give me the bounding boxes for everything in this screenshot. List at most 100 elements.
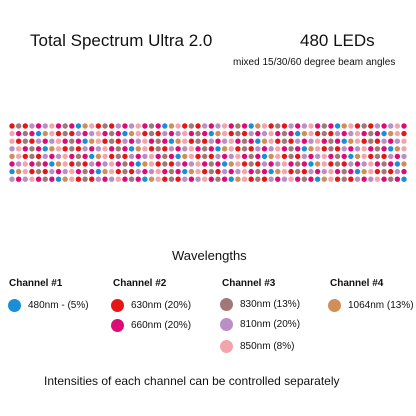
led-dot	[35, 130, 42, 137]
led-dot	[108, 168, 115, 175]
led-dot	[175, 153, 181, 160]
led-dot	[95, 146, 102, 152]
led-dot	[162, 123, 168, 129]
led-dot	[82, 123, 88, 129]
led-dot	[142, 130, 148, 137]
led-dot	[62, 176, 68, 182]
led-dot	[361, 138, 367, 144]
led-dot	[75, 130, 82, 137]
led-dot	[9, 176, 15, 182]
led-dot	[142, 146, 148, 152]
led-dot	[155, 176, 161, 182]
led-dot	[35, 146, 42, 152]
led-dot	[388, 168, 394, 175]
led-dot	[334, 153, 341, 160]
led-dot	[148, 153, 155, 160]
led-dot	[122, 153, 128, 160]
led-dot	[255, 138, 261, 144]
led-dot	[128, 130, 135, 137]
led-dot	[162, 130, 168, 137]
led-dot	[122, 123, 128, 129]
led-dot	[35, 176, 42, 182]
led-dot	[255, 146, 261, 152]
led-dot	[75, 138, 82, 144]
led-dot	[82, 153, 88, 160]
led-dot	[228, 176, 234, 182]
led-dot	[374, 161, 381, 167]
led-dot	[221, 130, 228, 137]
led-dot	[108, 161, 115, 167]
led-dot	[175, 130, 181, 137]
led-dot	[29, 161, 35, 167]
led-dot	[89, 138, 95, 144]
led-dot	[388, 138, 394, 144]
led-dot	[115, 130, 122, 137]
led-dot	[142, 176, 148, 182]
led-dot	[268, 130, 274, 137]
led-dot	[341, 168, 347, 175]
led-dot	[201, 138, 208, 144]
led-dot	[102, 146, 108, 152]
led-dot	[241, 123, 248, 129]
led-dot	[55, 123, 62, 129]
led-dot	[182, 138, 188, 144]
led-dot	[135, 161, 141, 167]
led-dot	[62, 146, 68, 152]
led-dot	[175, 168, 181, 175]
led-dot	[381, 138, 387, 144]
led-dot	[208, 146, 215, 152]
led-dot	[108, 176, 115, 182]
led-dot	[75, 123, 82, 129]
led-dot	[368, 138, 374, 144]
led-dot	[75, 153, 82, 160]
led-dot	[15, 123, 22, 129]
led-dot	[281, 130, 288, 137]
led-dot	[354, 161, 361, 167]
led-dot	[49, 146, 55, 152]
led-dot	[255, 123, 261, 129]
led-dot	[22, 153, 28, 160]
led-dot	[281, 123, 288, 129]
led-dot	[301, 176, 308, 182]
led-dot	[328, 123, 334, 129]
led-dot	[374, 130, 381, 137]
led-dot	[328, 168, 334, 175]
wavelength-label: 660nm (20%)	[131, 320, 192, 331]
led-dot	[248, 153, 254, 160]
led-dot	[341, 161, 347, 167]
led-dot	[215, 130, 221, 137]
led-dot	[95, 130, 102, 137]
led-dot	[308, 168, 314, 175]
led-dot	[128, 153, 135, 160]
led-dot	[201, 123, 208, 129]
led-dot	[348, 161, 354, 167]
led-dot	[388, 123, 394, 129]
led-dot	[314, 168, 321, 175]
led-dot	[82, 168, 88, 175]
led-color-swatch	[220, 318, 233, 331]
led-dot	[135, 138, 141, 144]
led-dot	[401, 130, 407, 137]
led-dot	[314, 176, 321, 182]
led-dot	[241, 168, 248, 175]
led-dot	[261, 153, 268, 160]
led-dot	[401, 161, 407, 167]
led-dot	[115, 138, 122, 144]
led-dot	[354, 153, 361, 160]
channel-1-title: Channel #1	[9, 278, 63, 289]
led-dot	[361, 168, 367, 175]
channel-3-item: 810nm (20%)	[220, 318, 300, 331]
led-dot	[381, 161, 387, 167]
led-dot	[122, 161, 128, 167]
led-dot	[15, 130, 22, 137]
led-dot	[115, 153, 122, 160]
led-dot	[314, 146, 321, 152]
led-dot	[241, 130, 248, 137]
led-dot	[102, 130, 108, 137]
led-dot	[314, 138, 321, 144]
led-dot	[122, 176, 128, 182]
channel-4-item: 1064nm (13%)	[328, 299, 414, 312]
led-dot	[334, 168, 341, 175]
led-dot	[62, 123, 68, 129]
led-dot	[241, 176, 248, 182]
